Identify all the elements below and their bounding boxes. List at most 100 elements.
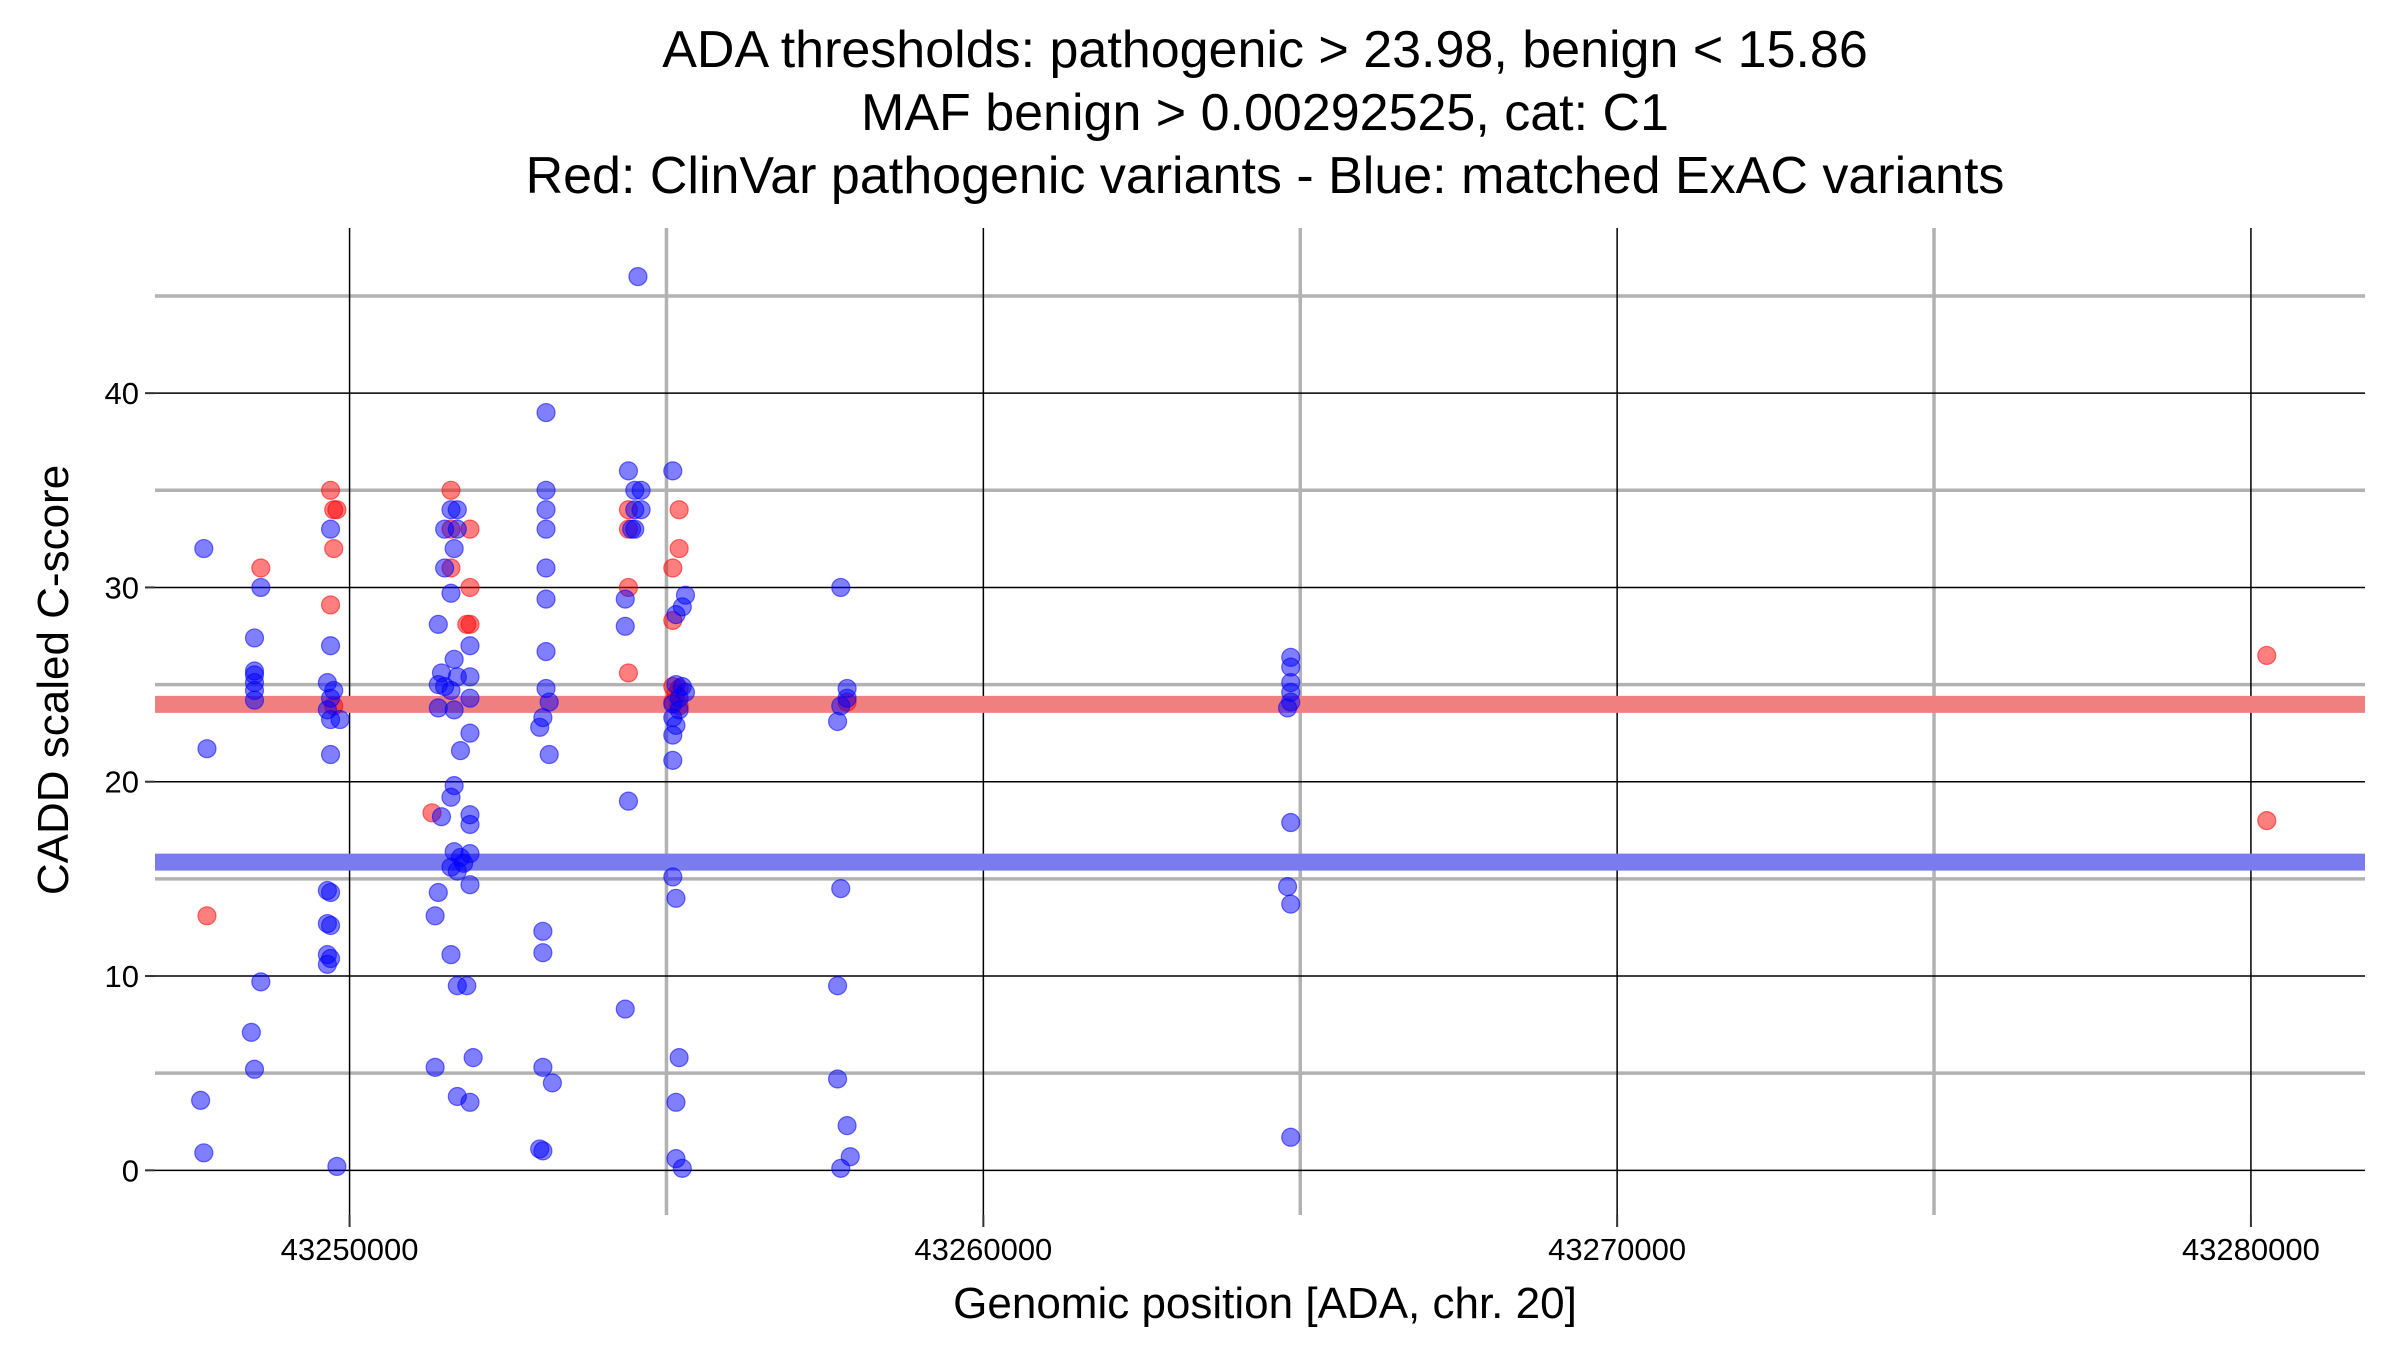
x-tick-label: 43250000: [281, 1232, 419, 1267]
title-line-1: ADA thresholds: pathogenic > 23.98, beni…: [662, 21, 1868, 79]
title-line-3: Red: ClinVar pathogenic variants - Blue:…: [526, 147, 2005, 205]
matched-point: [460, 688, 480, 708]
y-tick-label: 30: [105, 570, 139, 605]
matched-point: [669, 1048, 689, 1068]
pathogenic-point: [251, 558, 271, 578]
title-line-2: MAF benign > 0.00292525, cat: C1: [861, 84, 1669, 142]
pathogenic-point: [441, 480, 461, 500]
matched-point: [631, 500, 651, 520]
x-tick-label: 43260000: [914, 1232, 1052, 1267]
matched-point: [428, 882, 448, 903]
matched-point: [460, 1092, 480, 1112]
matched-point: [663, 461, 683, 481]
matched-point: [244, 690, 265, 710]
matched-point: [251, 577, 271, 598]
matched-point: [536, 402, 556, 423]
matched-point: [618, 791, 639, 811]
matched-point: [837, 1116, 857, 1136]
matched-point: [194, 1143, 214, 1163]
matched-point: [241, 1022, 261, 1042]
matched-point: [444, 700, 464, 720]
pathogenic-point: [457, 614, 477, 634]
matched-point: [666, 888, 686, 908]
pathogenic-point: [663, 558, 683, 578]
matched-point: [320, 519, 341, 539]
matched-point: [1277, 877, 1298, 897]
matched-point: [536, 500, 556, 520]
pathogenic-point: [320, 595, 341, 615]
matched-point: [666, 1092, 686, 1112]
matched-point: [330, 709, 350, 730]
matched-point: [827, 976, 848, 996]
matched-point: [831, 878, 851, 899]
matched-point: [428, 698, 448, 718]
grid-lines: [155, 228, 2365, 1215]
matched-point: [530, 717, 550, 737]
y-tick-label: 10: [105, 959, 139, 994]
matched-point: [831, 1158, 851, 1178]
y-axis: 0 10 20 30 40: [105, 376, 155, 1188]
matched-point: [447, 500, 467, 520]
pathogenic-point: [327, 500, 347, 520]
x-tick-label: 43280000: [2182, 1232, 2320, 1267]
matched-point: [530, 1139, 550, 1159]
matched-point: [244, 1059, 265, 1079]
pathogenic-point: [669, 538, 689, 559]
matched-point: [320, 744, 341, 765]
pathogenic-point: [460, 577, 480, 598]
matched-point: [447, 861, 467, 881]
matched-point: [618, 461, 639, 481]
y-axis-title: CADD scaled C-score: [29, 465, 78, 895]
matched-point: [827, 1069, 848, 1089]
matched-point: [1277, 698, 1298, 718]
matched-point: [457, 976, 477, 996]
matched-point: [441, 680, 461, 701]
matched-point: [663, 750, 683, 770]
x-axis: 43250000 43260000 43270000 43280000: [281, 1215, 2320, 1267]
matched-point: [197, 739, 217, 759]
matched-point: [672, 1158, 692, 1178]
matched-point: [663, 725, 683, 745]
matched-point: [831, 577, 851, 598]
data-points: [191, 266, 2277, 1178]
chart-title: ADA thresholds: pathogenic > 23.98, beni…: [526, 21, 2005, 205]
matched-point: [460, 875, 480, 895]
matched-point: [244, 628, 265, 648]
matched-point: [533, 1057, 553, 1077]
matched-point: [536, 558, 556, 578]
x-tick-label: 43270000: [1548, 1232, 1686, 1267]
matched-point: [666, 605, 686, 625]
y-tick-label: 0: [122, 1153, 139, 1188]
matched-point: [441, 787, 461, 807]
x-axis-title: Genomic position [ADA, chr. 20]: [953, 1279, 1577, 1328]
matched-point: [542, 1073, 562, 1093]
matched-point: [536, 589, 556, 609]
threshold-bands: [155, 695, 2365, 871]
matched-point: [320, 636, 341, 656]
matched-point: [533, 921, 553, 941]
matched-point: [1281, 894, 1301, 914]
y-tick-label: 20: [105, 765, 139, 800]
matched-point: [327, 1156, 347, 1177]
matched-point: [251, 972, 271, 992]
matched-point: [663, 867, 683, 887]
matched-point: [463, 1048, 483, 1068]
pathogenic-point: [2257, 810, 2277, 831]
matched-point: [425, 1057, 445, 1077]
pathogenic-point: [669, 500, 689, 520]
matched-point: [625, 519, 645, 539]
matched-point: [441, 583, 461, 603]
matched-point: [441, 945, 461, 965]
matched-point: [320, 915, 341, 936]
matched-point: [628, 266, 648, 287]
matched-point: [827, 711, 848, 732]
matched-point: [191, 1090, 211, 1110]
matched-point: [317, 954, 337, 974]
matched-point: [615, 589, 635, 609]
matched-point: [831, 696, 851, 716]
matched-point: [1281, 1127, 1301, 1147]
matched-point: [460, 814, 480, 835]
pathogenic-point: [2257, 645, 2277, 666]
pathogenic-point: [618, 663, 639, 683]
